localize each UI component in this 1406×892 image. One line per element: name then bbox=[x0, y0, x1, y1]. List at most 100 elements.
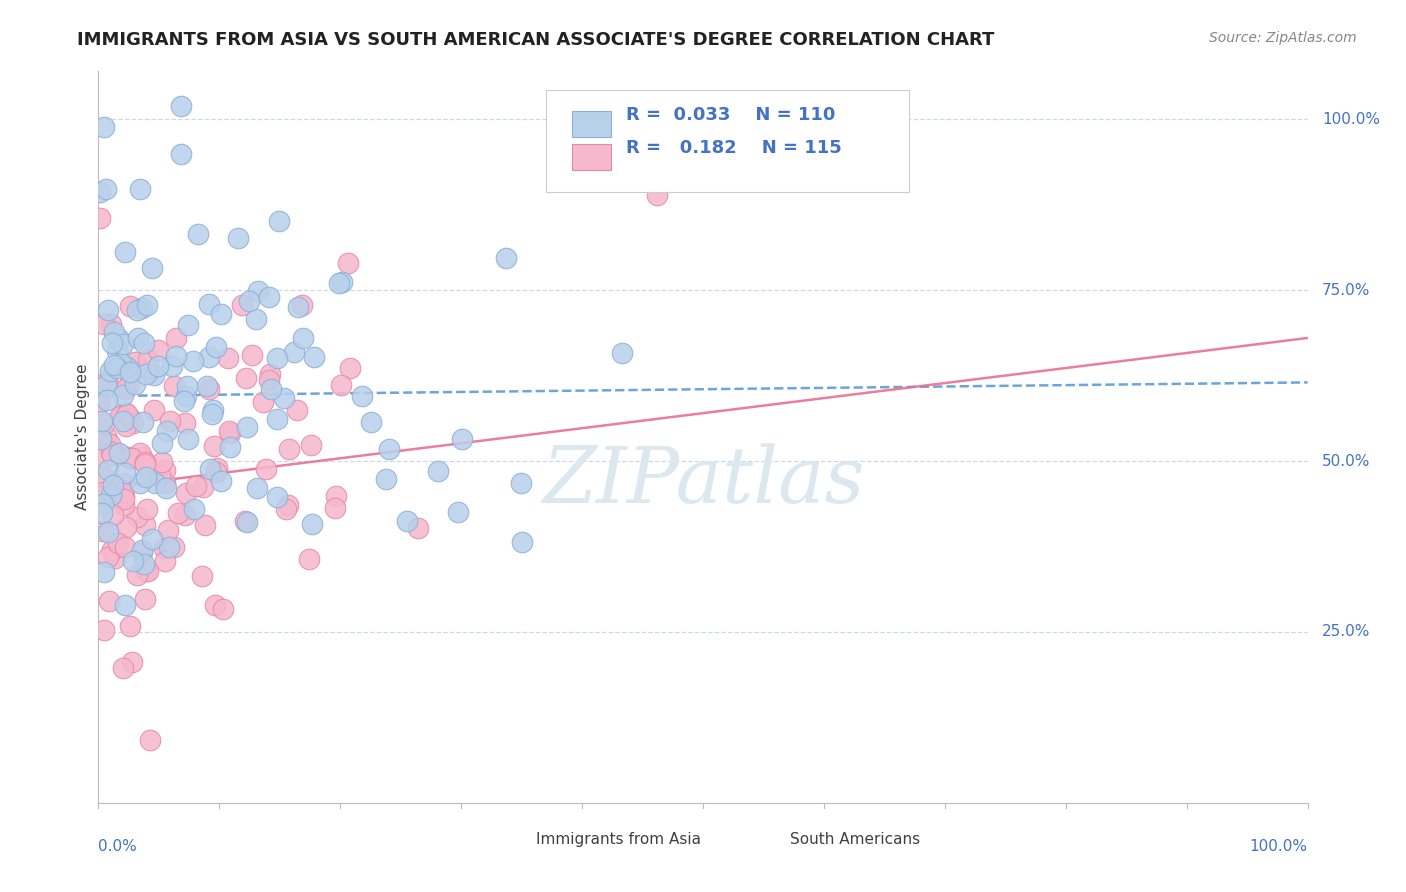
Text: 0.0%: 0.0% bbox=[98, 839, 138, 855]
Point bbox=[165, 331, 187, 345]
Point bbox=[153, 475, 176, 490]
Point bbox=[112, 661, 135, 675]
Point bbox=[254, 462, 277, 476]
Point bbox=[136, 298, 159, 312]
Point bbox=[143, 475, 166, 490]
Point bbox=[132, 336, 155, 351]
Point bbox=[612, 346, 634, 360]
Point bbox=[114, 467, 136, 481]
Point bbox=[91, 497, 114, 511]
Point bbox=[304, 350, 326, 364]
Point bbox=[167, 506, 190, 520]
Point bbox=[101, 543, 124, 558]
Point bbox=[205, 340, 228, 354]
Point bbox=[278, 442, 301, 456]
Point bbox=[94, 378, 117, 392]
Point bbox=[135, 368, 157, 382]
Point bbox=[170, 147, 193, 161]
Point bbox=[107, 536, 129, 550]
Point bbox=[98, 364, 121, 378]
Point bbox=[142, 368, 165, 383]
Point bbox=[205, 465, 228, 479]
Point bbox=[115, 406, 138, 420]
Point bbox=[100, 488, 122, 502]
Point bbox=[124, 355, 146, 369]
Point bbox=[257, 290, 280, 304]
Text: 100.0%: 100.0% bbox=[1322, 112, 1381, 127]
Point bbox=[233, 514, 256, 528]
Point bbox=[218, 440, 240, 454]
Point bbox=[96, 374, 118, 388]
Point bbox=[90, 506, 112, 520]
Point bbox=[124, 377, 146, 392]
Point bbox=[377, 442, 399, 456]
Point bbox=[290, 297, 312, 311]
Point bbox=[236, 515, 259, 529]
Point bbox=[160, 359, 183, 373]
Point bbox=[93, 120, 115, 134]
Point bbox=[194, 518, 217, 533]
Point bbox=[259, 367, 281, 381]
Point bbox=[128, 445, 150, 459]
Point bbox=[121, 451, 143, 466]
Point bbox=[273, 391, 295, 405]
Point bbox=[287, 301, 309, 315]
Point bbox=[245, 481, 267, 495]
Point bbox=[96, 429, 118, 443]
Point bbox=[204, 598, 226, 612]
Point bbox=[114, 598, 136, 612]
Text: R =  0.033    N = 110: R = 0.033 N = 110 bbox=[626, 106, 835, 124]
Point bbox=[93, 318, 115, 332]
Point bbox=[375, 472, 398, 486]
Point bbox=[89, 211, 111, 225]
Point bbox=[103, 359, 125, 373]
Point bbox=[131, 542, 153, 557]
Point bbox=[252, 395, 274, 409]
Point bbox=[100, 317, 122, 331]
Point bbox=[283, 344, 305, 359]
Point bbox=[205, 461, 228, 475]
Point bbox=[218, 425, 240, 440]
Point bbox=[117, 450, 139, 464]
Point bbox=[339, 360, 361, 375]
Point bbox=[291, 331, 314, 345]
Point bbox=[111, 414, 134, 428]
Point bbox=[114, 541, 136, 555]
Point bbox=[183, 502, 205, 516]
Point bbox=[112, 498, 135, 512]
Point bbox=[100, 448, 122, 462]
Point bbox=[198, 350, 221, 364]
Point bbox=[112, 336, 135, 351]
Point bbox=[236, 420, 259, 434]
Point bbox=[120, 412, 142, 426]
Point bbox=[150, 455, 173, 469]
Point bbox=[212, 602, 235, 616]
Point bbox=[195, 379, 218, 393]
Point bbox=[111, 408, 134, 422]
Point bbox=[406, 521, 429, 535]
Point bbox=[274, 502, 297, 516]
Point bbox=[173, 394, 195, 409]
Point bbox=[103, 478, 125, 492]
Point bbox=[181, 353, 204, 368]
Point bbox=[235, 371, 257, 385]
Point bbox=[184, 479, 207, 493]
Point bbox=[107, 482, 129, 496]
Point bbox=[135, 470, 157, 484]
Point bbox=[135, 502, 157, 516]
Text: ZIPatlas: ZIPatlas bbox=[541, 442, 865, 519]
Point bbox=[91, 485, 114, 500]
Point bbox=[125, 510, 148, 524]
Point bbox=[146, 359, 169, 373]
Point bbox=[91, 524, 114, 538]
Point bbox=[132, 415, 155, 429]
Point bbox=[90, 432, 112, 446]
Text: 25.0%: 25.0% bbox=[1322, 624, 1371, 640]
Point bbox=[352, 389, 374, 403]
Point bbox=[174, 508, 197, 523]
Point bbox=[209, 307, 232, 321]
Point bbox=[330, 275, 353, 289]
FancyBboxPatch shape bbox=[546, 90, 908, 192]
Point bbox=[110, 355, 132, 369]
Point bbox=[266, 490, 288, 504]
